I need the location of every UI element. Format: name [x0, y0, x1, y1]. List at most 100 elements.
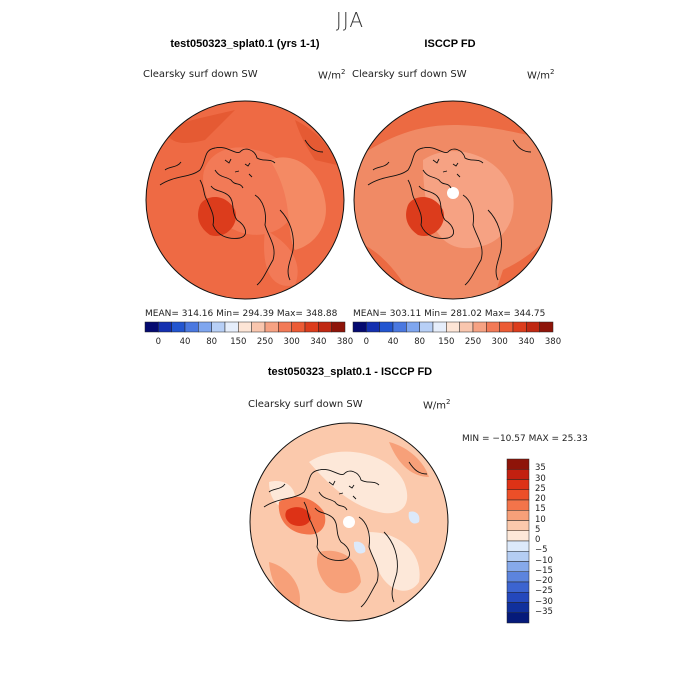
map-field-near-zero	[309, 451, 408, 514]
right-panel-title: ISCCP FD	[424, 38, 476, 50]
colorbar-swatch	[352, 321, 367, 333]
colorbar-swatch	[486, 321, 500, 333]
colorbar-swatch	[406, 321, 420, 333]
colorbar-tick-label: −35	[535, 606, 553, 617]
coastlines	[263, 461, 428, 608]
map-field-negative	[408, 511, 420, 524]
map-field-negative	[353, 541, 366, 554]
left-units-label: W/m2	[318, 68, 346, 82]
coastlines	[159, 139, 324, 286]
right-units-label: W/m2	[527, 68, 555, 82]
colorbar-tick-label: 150	[438, 337, 455, 347]
map-field-peak	[406, 196, 444, 236]
right-variable-label: Clearsky surf down SW	[352, 69, 467, 80]
colorbar-swatch	[446, 321, 460, 333]
colorbar-swatch	[392, 321, 407, 333]
pole-missing-data	[447, 187, 459, 199]
colorbar-swatch	[499, 321, 514, 333]
map-field-darker	[165, 110, 235, 143]
colorbar-swatch	[184, 321, 199, 333]
colorbar-swatch	[318, 321, 332, 333]
diff-polar-map	[249, 422, 449, 622]
colorbar-swatch	[506, 561, 530, 572]
colorbar-tick-label: −20	[535, 576, 553, 586]
colorbar-tick-label: 300	[283, 337, 300, 347]
right-stats: MEAN= 303.11 Min= 281.02 Max= 344.75	[353, 309, 546, 319]
colorbar-tick-label: 25	[535, 483, 546, 494]
colorbar-tick-label: 40	[387, 337, 399, 347]
colorbar-tick-label: 380	[336, 337, 354, 347]
colorbar-tick-label: 380	[544, 337, 562, 347]
left-polar-map	[145, 100, 345, 300]
colorbar-swatch	[506, 592, 530, 603]
colorbar-swatch	[506, 510, 530, 521]
colorbar-tick-label: 300	[491, 337, 508, 347]
colorbar-tick-label: 0	[363, 337, 370, 347]
coastlines	[367, 139, 532, 286]
colorbar-tick-label: 40	[179, 337, 191, 347]
diff-stats: MIN = −10.57 MAX = 25.33	[462, 434, 588, 444]
diff-units-label: W/m2	[423, 398, 451, 412]
colorbar-tick-label: 0	[535, 535, 541, 545]
diff-panel-title: test050323_splat0.1 - ISCCP FD	[267, 366, 433, 378]
colorbar-swatch	[238, 321, 252, 333]
colorbar-swatch	[506, 581, 530, 593]
colorbar-swatch	[158, 321, 172, 333]
colorbar-swatch	[472, 321, 487, 333]
colorbar-tick-label: 10	[535, 514, 546, 525]
colorbar-swatch	[506, 499, 530, 511]
left-panel-title: test050323_splat0.1 (yrs 1-1)	[170, 38, 320, 50]
right-polar-map	[353, 100, 553, 300]
diff-variable-label: Clearsky surf down SW	[248, 399, 363, 410]
colorbar-tick-label: 80	[414, 337, 426, 347]
colorbar-swatch	[432, 321, 447, 333]
colorbar-tick-label: 150	[230, 337, 247, 347]
map-field-ocean-lower	[270, 157, 326, 250]
colorbar-tick-label: 20	[535, 494, 546, 504]
colorbar-swatch	[506, 458, 530, 470]
map-field-peak	[198, 196, 236, 236]
map-field-moderate	[316, 550, 361, 594]
left-colorbar	[144, 321, 346, 333]
colorbar-tick-label: 30	[535, 473, 546, 484]
colorbar-swatch	[379, 321, 394, 333]
colorbar-swatch	[526, 321, 540, 333]
colorbar-swatch	[291, 321, 306, 333]
colorbar-swatch	[251, 321, 266, 333]
colorbar-tick-label: 35	[535, 463, 546, 474]
colorbar-tick-label: 340	[518, 337, 535, 347]
colorbar-swatch	[506, 602, 530, 613]
colorbar-swatch	[506, 571, 530, 583]
colorbar-tick-label: 250	[256, 337, 274, 347]
map-field-darker	[295, 120, 337, 165]
diff-colorbar	[506, 458, 530, 624]
colorbar-swatch	[506, 469, 530, 480]
colorbar-swatch	[506, 612, 530, 624]
map-field-moderate	[389, 442, 429, 477]
colorbar-swatch	[366, 321, 380, 333]
colorbar-tick-label: −30	[535, 596, 553, 607]
map-field-near-zero	[368, 532, 420, 591]
colorbar-swatch	[264, 321, 279, 333]
colorbar-swatch	[506, 479, 530, 490]
colorbar-tick-label: 340	[310, 337, 327, 347]
colorbar-swatch	[419, 321, 434, 333]
right-colorbar	[352, 321, 554, 333]
colorbar-swatch	[506, 489, 530, 501]
colorbar-tick-label: 0	[155, 337, 162, 347]
map-field-moderate	[269, 562, 300, 607]
season-title: JJA	[335, 8, 365, 32]
colorbar-swatch	[506, 551, 530, 562]
colorbar-swatch	[512, 321, 527, 333]
colorbar-tick-label: −15	[535, 565, 553, 576]
pole-missing-data	[343, 516, 355, 528]
colorbar-tick-label: 5	[535, 524, 541, 535]
colorbar-swatch	[171, 321, 186, 333]
map-field-positive-peak	[285, 507, 311, 526]
colorbar-tick-label: 250	[464, 337, 482, 347]
colorbar-tick-label: 15	[535, 504, 546, 515]
colorbar-tick-label: −5	[535, 545, 548, 556]
colorbar-swatch	[539, 321, 554, 333]
colorbar-swatch	[506, 530, 530, 542]
left-stats: MEAN= 314.16 Min= 294.39 Max= 348.88	[145, 309, 338, 319]
